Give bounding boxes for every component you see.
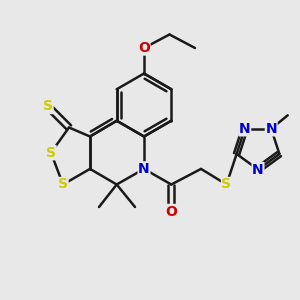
- Text: S: S: [46, 146, 56, 160]
- Text: O: O: [165, 205, 177, 218]
- Text: N: N: [266, 122, 277, 136]
- Text: N: N: [239, 122, 250, 136]
- Text: O: O: [138, 41, 150, 55]
- Text: N: N: [138, 162, 150, 176]
- Text: S: S: [43, 100, 53, 113]
- Text: S: S: [221, 178, 232, 191]
- Text: S: S: [58, 178, 68, 191]
- Text: N: N: [252, 163, 264, 176]
